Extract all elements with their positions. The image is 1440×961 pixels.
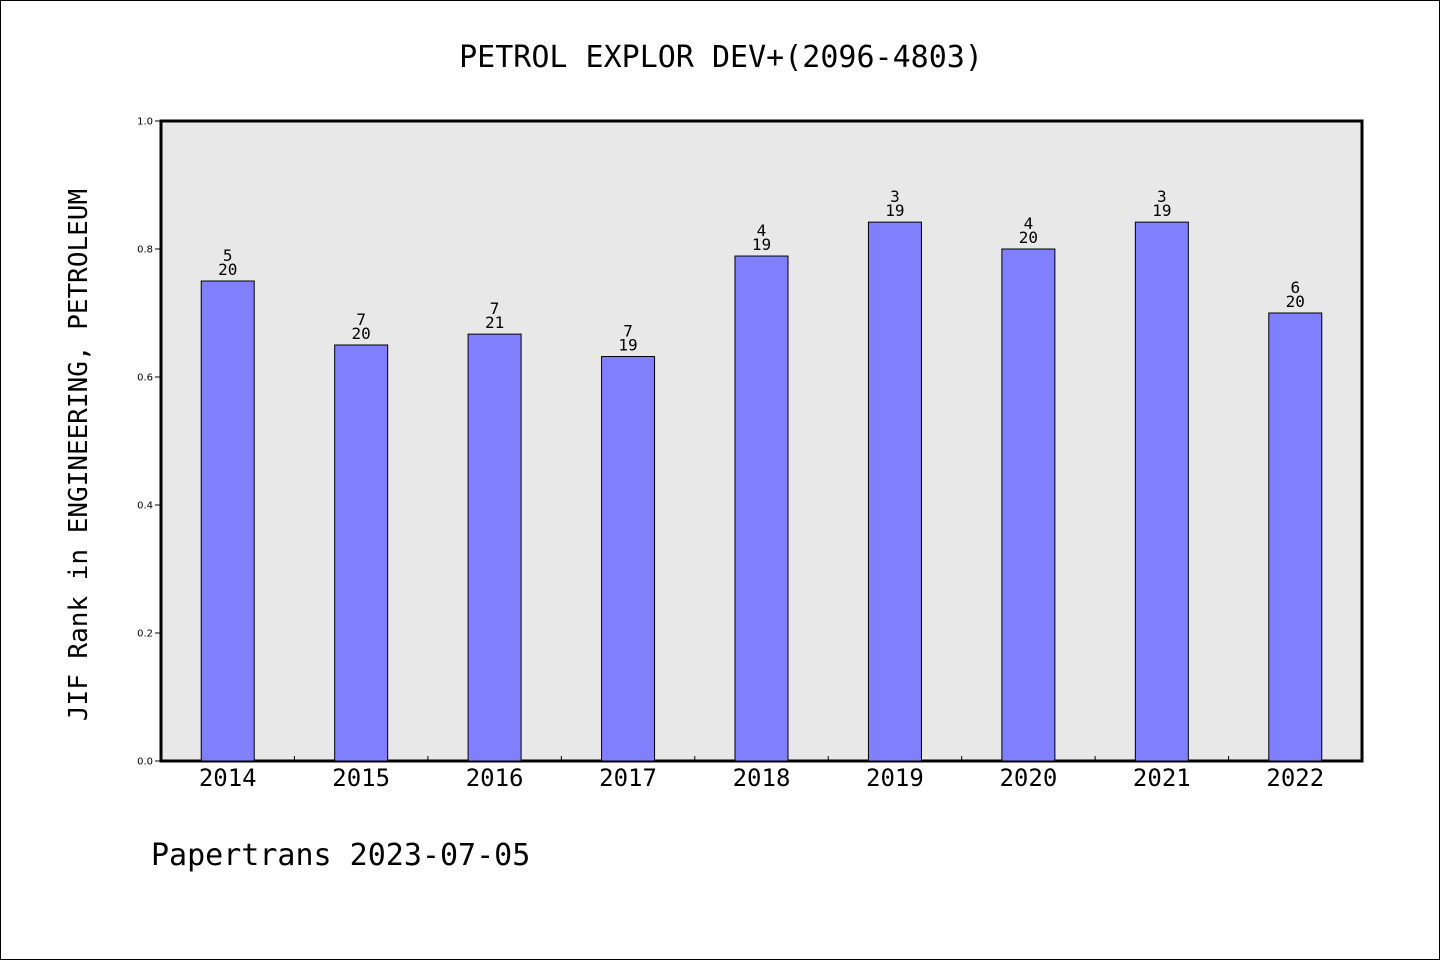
bar-2020	[1001, 248, 1056, 762]
x-axis: 2014 2015 2016 2017 2018 2019 2020 2021 2022	[199, 756, 1324, 792]
bar-rank-label: 7	[623, 322, 633, 341]
bar-2015	[334, 344, 389, 762]
x-tick-label: 2015	[332, 764, 390, 792]
bar-total-label: 20	[352, 324, 371, 343]
bar-total-label: 19	[752, 235, 771, 254]
x-tick-label: 2018	[733, 764, 791, 792]
bar-rank-label: 6	[1290, 278, 1300, 297]
x-tick-label: 2022	[1266, 764, 1324, 792]
bar-total-label: 19	[1152, 201, 1171, 220]
x-tick-label: 2014	[199, 764, 257, 792]
bar-total-label: 19	[618, 336, 637, 355]
y-axis-label: JIF Rank in ENGINEERING, PETROLEUM	[64, 189, 94, 721]
bar-2016	[467, 333, 522, 762]
bar-rank-label: 7	[356, 310, 366, 329]
y-axis: 0.0 0.2 0.4 0.6 0.8 1.0	[137, 117, 161, 768]
bar-rank-label: 3	[1157, 187, 1167, 206]
bar-series	[200, 221, 1323, 762]
bar-2022	[1268, 312, 1323, 762]
chart-title: PETROL EXPLOR DEV+(2096-4803)	[459, 40, 983, 75]
bar-rank-label: 3	[890, 187, 900, 206]
y-tick-label: 1.0	[137, 117, 153, 128]
y-tick-label: 0.0	[137, 757, 153, 768]
bar-2017	[601, 356, 656, 762]
footer-credit: Papertrans 2023-07-05	[151, 838, 530, 873]
bar-total-label: 20	[1019, 228, 1038, 247]
bar-rank-label: 4	[757, 221, 767, 240]
bar-total-label: 20	[1286, 292, 1305, 311]
x-tick-label: 2021	[1133, 764, 1191, 792]
bar-2014	[200, 280, 255, 762]
bar-total-label: 20	[218, 260, 237, 279]
bar-total-label: 21	[485, 313, 504, 332]
bar-2018	[734, 255, 789, 762]
bar-2019	[867, 221, 922, 762]
bar-total-label: 19	[885, 201, 904, 220]
bar-rank-label: 5	[223, 246, 233, 265]
y-tick-label: 0.8	[137, 245, 153, 256]
x-tick-label: 2017	[599, 764, 657, 792]
x-tick-label: 2019	[866, 764, 924, 792]
y-tick-label: 0.2	[137, 629, 153, 640]
bar-rank-label: 4	[1024, 214, 1034, 233]
x-tick-label: 2016	[466, 764, 524, 792]
y-tick-label: 0.6	[137, 373, 153, 384]
x-tick-label: 2020	[999, 764, 1057, 792]
bar-2021	[1134, 221, 1189, 762]
y-tick-label: 0.4	[137, 501, 153, 512]
bar-rank-label: 7	[490, 299, 500, 318]
